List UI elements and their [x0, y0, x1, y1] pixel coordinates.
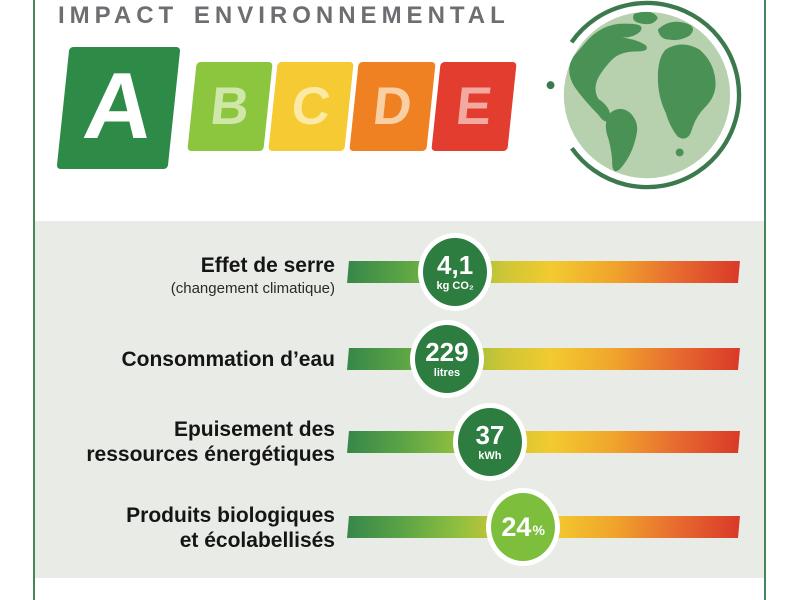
metric-track: 24 % — [347, 488, 740, 566]
value-badge-produits-biologiques: 24 % — [486, 488, 561, 566]
rating-tile-e: E — [431, 62, 517, 151]
metric-label-consommation-eau: Consommation d’eau — [121, 348, 335, 371]
metric-track: 4,1 kg CO₂ — [347, 233, 740, 311]
rating-letter-b: B — [207, 77, 253, 136]
metric-label-produits-biologiques: Produits biologiques et écolabellisés — [126, 504, 335, 552]
page-title: IMPACT ENVIRONNEMENTAL — [58, 2, 510, 29]
gradient-scale-bar — [347, 261, 740, 283]
left-border-line — [33, 0, 35, 600]
metric-track: 37 kWh — [347, 403, 740, 481]
rating-tile-c: C — [268, 62, 354, 151]
gradient-scale-bar — [347, 348, 740, 370]
metric-label-effet-de-serre: Effet de serre (changement climatique) — [170, 254, 335, 297]
rating-letter-e: E — [453, 77, 495, 136]
rating-letter-c: C — [288, 77, 334, 136]
value-badge-ressources-energetiques: 37 kWh — [452, 403, 527, 481]
rating-letter-d: D — [370, 77, 415, 136]
value-badge-consommation-eau: 229 litres — [409, 320, 484, 398]
globe-orbit-dot — [546, 81, 555, 90]
earth-globe-icon — [546, 0, 742, 190]
right-border-line — [764, 0, 766, 600]
rating-letter-a: A — [79, 53, 159, 158]
rating-tile-b: B — [187, 62, 273, 151]
metric-track: 229 litres — [347, 320, 740, 398]
metric-label-ressources-energetiques: Epuisement des ressources énergétiques — [86, 418, 335, 466]
globe-continents — [569, 11, 716, 172]
gradient-scale-bar — [347, 431, 740, 453]
value-badge-effet-de-serre: 4,1 kg CO₂ — [418, 233, 493, 311]
rating-tile-a: A — [56, 47, 181, 169]
rating-tile-d: D — [349, 62, 436, 151]
